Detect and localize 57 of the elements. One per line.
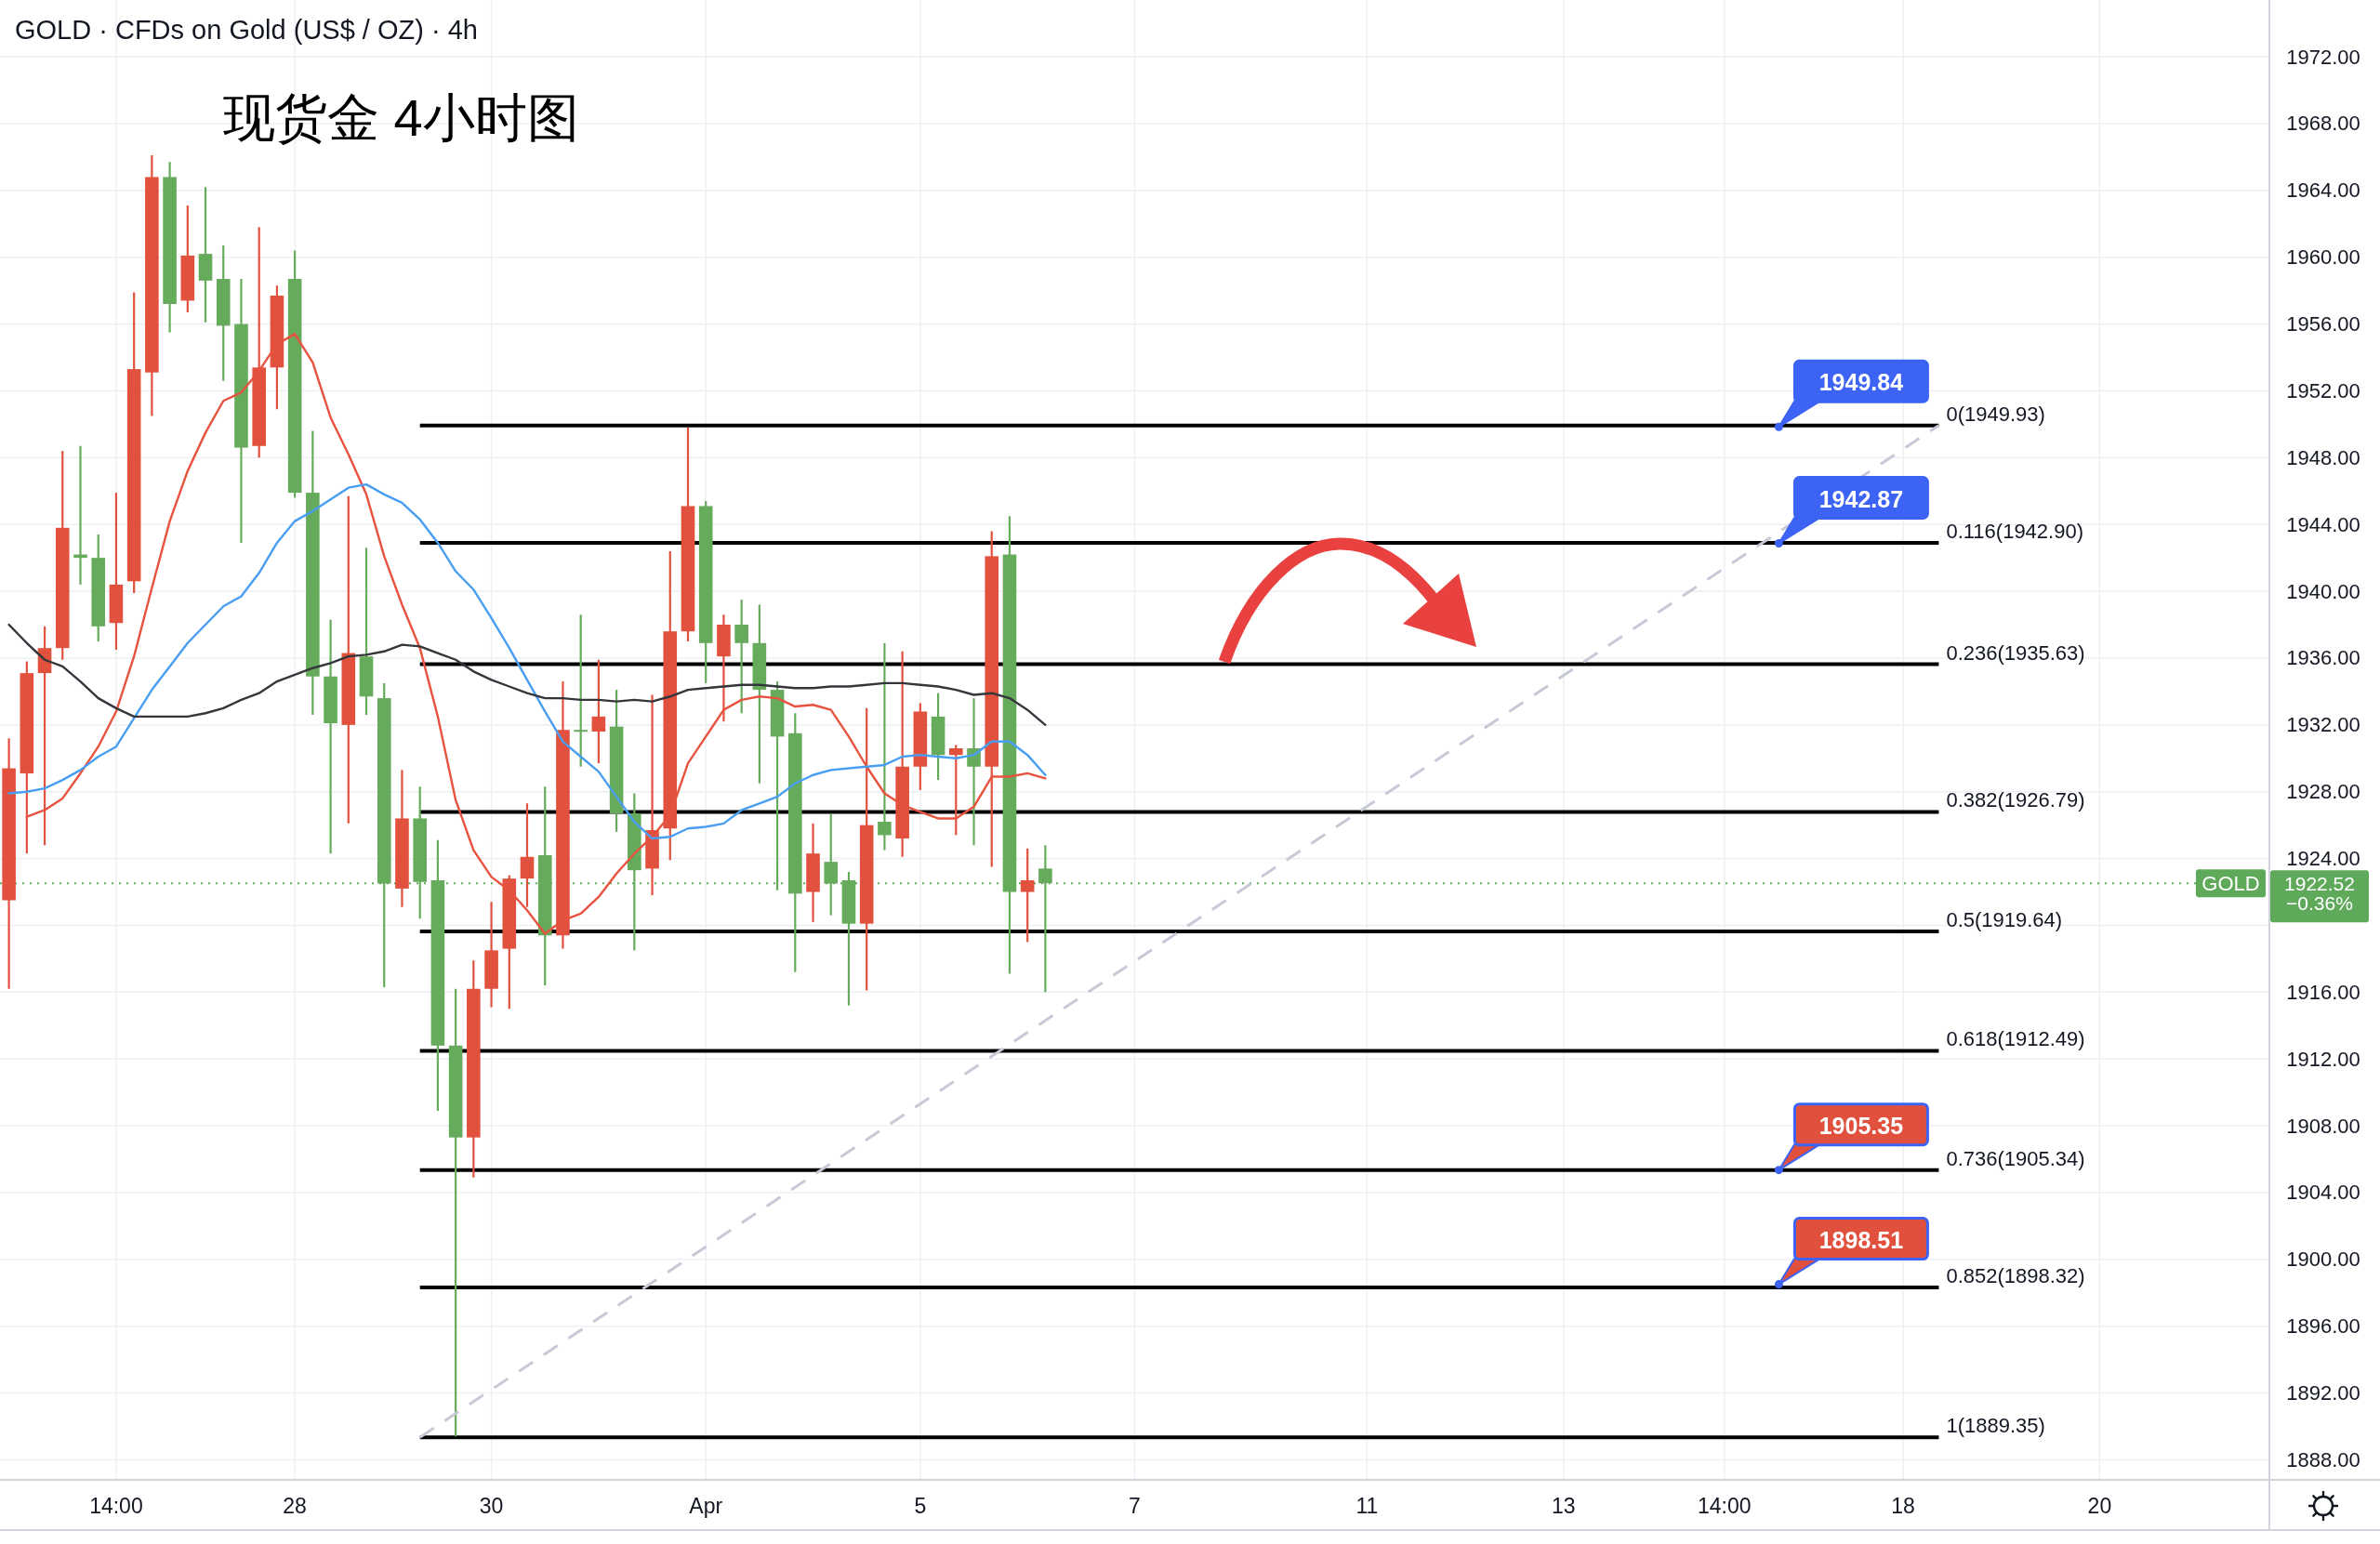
y-tick-label: 1956.00 xyxy=(2286,312,2360,337)
x-tick-label: 28 xyxy=(283,1494,307,1518)
callout: 1949.84 xyxy=(1774,359,1929,431)
y-tick-label: 1892.00 xyxy=(2286,1381,2360,1405)
x-tick-label: 7 xyxy=(1129,1494,1141,1518)
x-tick-label: 14:00 xyxy=(89,1494,143,1518)
line-series xyxy=(7,482,1047,840)
annotation: 1949.84 xyxy=(1818,369,1904,396)
y-tick-label: 1936.00 xyxy=(2286,646,2360,670)
callout: 1942.87 xyxy=(1774,476,1929,548)
line-series xyxy=(25,333,1047,935)
x-tick-label: 30 xyxy=(479,1494,504,1518)
annotation: 1905.35 xyxy=(1818,1112,1904,1139)
y-tick-label: 1908.00 xyxy=(2286,1114,2360,1138)
y-tick-label: 1916.00 xyxy=(2286,980,2360,1004)
text: 现货金 4小时图 xyxy=(223,88,579,147)
ref-line-label: 0.382(1926.79) xyxy=(1946,788,2085,812)
x-tick-label: 18 xyxy=(1891,1494,1915,1518)
y-tick-label: 1900.00 xyxy=(2286,1247,2360,1272)
ref-line-label: 1(1889.35) xyxy=(1946,1414,2045,1438)
callout: 1905.35 xyxy=(1774,1102,1929,1175)
y-tick-label: 1924.00 xyxy=(2286,847,2360,871)
x-tick-label: 13 xyxy=(1551,1494,1576,1518)
y-tick-label: 1932.00 xyxy=(2286,713,2360,737)
y-tick-label: 1964.00 xyxy=(2286,178,2360,203)
y-tick-label: 1888.00 xyxy=(2286,1447,2360,1471)
y-tick-label: 1928.00 xyxy=(2286,780,2360,804)
x-tick-label: 20 xyxy=(2087,1494,2112,1518)
ref-line-label: 0(1949.93) xyxy=(1946,402,2045,426)
ref-line-label: 0.236(1935.63) xyxy=(1946,640,2085,665)
ref-line-label: 0.852(1898.32) xyxy=(1946,1264,2085,1287)
y-tick-label: 1960.00 xyxy=(2286,245,2360,270)
text: GOLD · CFDs on Gold (US$ / OZ) · 4h xyxy=(15,15,478,45)
ref-line-label: 0.618(1912.49) xyxy=(1946,1027,2085,1051)
ref-line-label: 0.5(1919.64) xyxy=(1946,907,2063,931)
annotation: 1942.87 xyxy=(1818,485,1904,512)
y-tick-label: 1948.00 xyxy=(2286,445,2360,469)
ref-line-label: GOLD xyxy=(2202,871,2260,895)
y-tick-label: 1944.00 xyxy=(2286,512,2360,536)
x-tick-label: 5 xyxy=(914,1494,927,1518)
symbol-tag: GOLD xyxy=(2196,869,2266,898)
annotation: 1898.51 xyxy=(1818,1226,1904,1253)
y-tick-label: 1972.00 xyxy=(2286,45,2360,69)
y-tick-label: 1912.00 xyxy=(2286,1047,2360,1071)
line-series xyxy=(7,623,1047,727)
x-tick-label: Apr xyxy=(689,1494,723,1518)
x-tick-label: 14:00 xyxy=(1697,1494,1752,1518)
x-tick-label: 11 xyxy=(1355,1494,1379,1518)
ref-line-label: 0.116(1942.90) xyxy=(1946,519,2084,543)
y-tick-label: 1952.00 xyxy=(2286,378,2360,402)
y-tick-label: 1904.00 xyxy=(2286,1181,2360,1205)
price-tag: 1922.52 −0.36% xyxy=(2270,870,2369,923)
ref-line-label: 0.736(1905.34) xyxy=(1946,1146,2085,1170)
callout: 1898.51 xyxy=(1774,1217,1929,1289)
y-tick-label: 1968.00 xyxy=(2286,112,2360,136)
y-tick-label: 1940.00 xyxy=(2286,579,2360,603)
y-tick-label: 1896.00 xyxy=(2286,1314,2360,1339)
